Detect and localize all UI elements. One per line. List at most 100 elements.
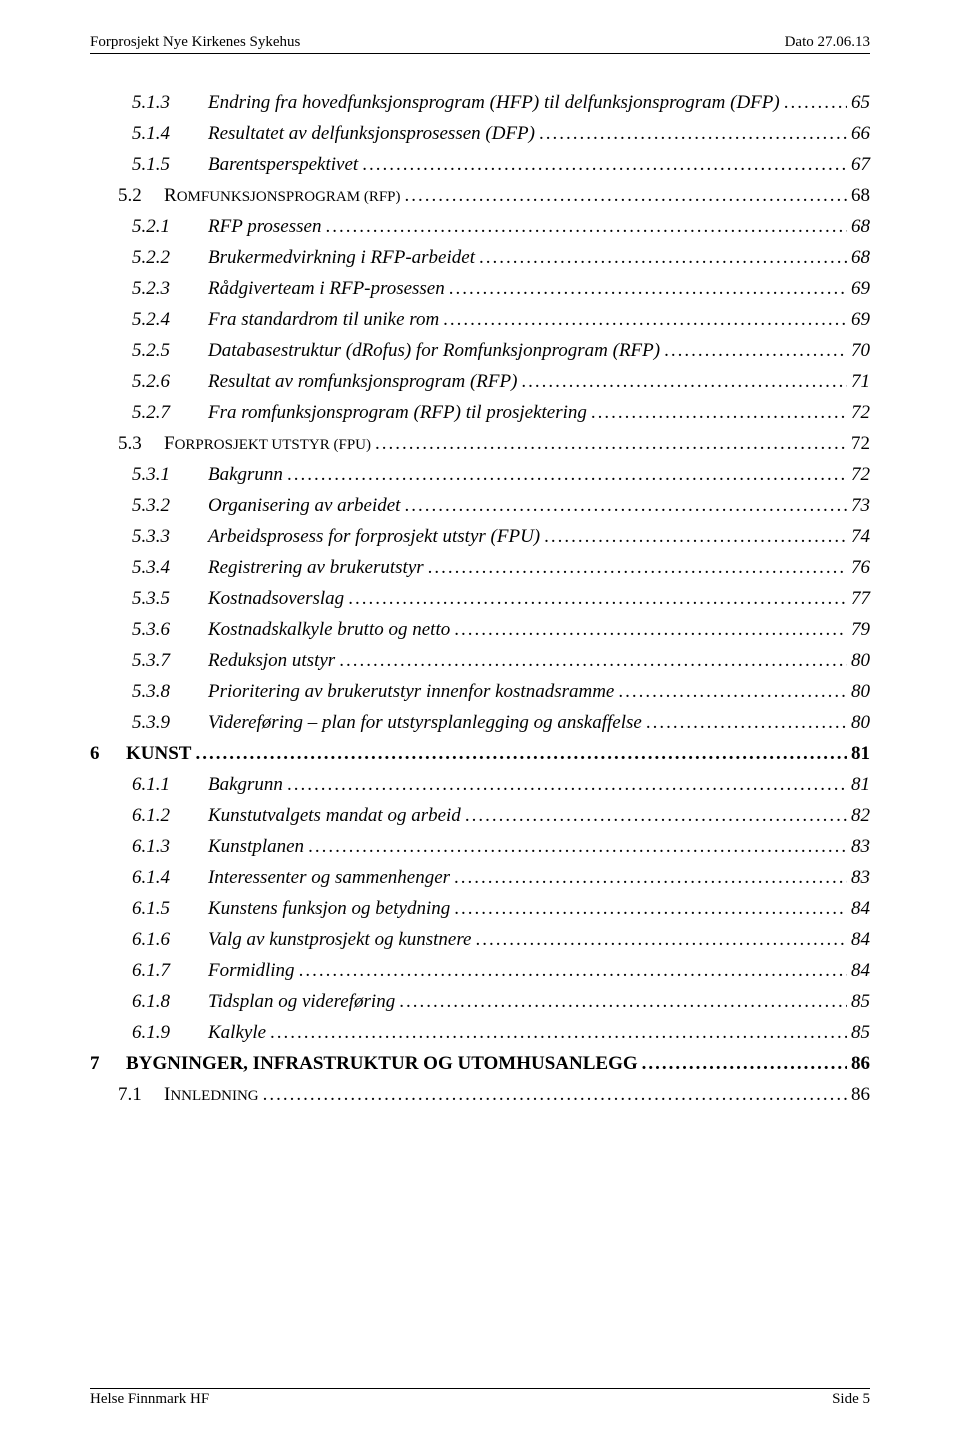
toc-entry: 5.3.1Bakgrunn72	[90, 464, 870, 486]
footer-left: Helse Finnmark HF	[90, 1391, 209, 1408]
toc-entry-number: 6.1.8	[132, 991, 188, 1013]
toc-entry: 7BYGNINGER, INFRASTRUKTUR OG UTOMHUSANLE…	[90, 1053, 870, 1075]
toc-entry: 5.3.9Videreføring – plan for utstyrsplan…	[90, 712, 870, 734]
toc-entry-title: Kunstutvalgets mandat og arbeid	[208, 805, 461, 827]
header-left: Forprosjekt Nye Kirkenes Sykehus	[90, 34, 300, 51]
toc-entry-page: 68	[851, 247, 870, 269]
toc-entry: 6.1.4Interessenter og sammenhenger83	[90, 867, 870, 889]
toc-entry-title: Formidling	[208, 960, 295, 982]
toc-entry: 6.1.1 Bakgrunn 81	[90, 774, 870, 796]
toc-entry-number: 6.1.9	[132, 1022, 188, 1044]
toc-entry: 7.1 INNLEDNING 86	[90, 1084, 870, 1106]
toc-entry: 5.3.2Organisering av arbeidet73	[90, 495, 870, 517]
toc-leader-dots	[287, 464, 847, 486]
toc-entry: 6.1.5Kunstens funksjon og betydning84	[90, 898, 870, 920]
toc-entry-number: 5.3.6	[132, 619, 188, 641]
toc-leader-dots	[539, 123, 847, 145]
toc-entry-title: Kunstens funksjon og betydning	[208, 898, 450, 920]
toc-entry-title: Valg av kunstprosjekt og kunstnere	[208, 929, 472, 951]
toc-entry-number: 6.1.3	[132, 836, 188, 858]
toc-leader-dots	[375, 433, 847, 455]
toc-leader-dots	[362, 154, 847, 176]
toc-leader-dots	[664, 340, 847, 362]
toc-entry-title: INNLEDNING	[164, 1084, 259, 1106]
toc-leader-dots	[618, 681, 847, 703]
toc-entry-title: Kostnadskalkyle brutto og netto	[208, 619, 450, 641]
toc-entry-page: 83	[851, 836, 870, 858]
toc-entry-title: ROMFUNKSJONSPROGRAM (RFP)	[164, 185, 401, 207]
toc-entry-title: Barentsperspektivet	[208, 154, 358, 176]
toc-entry-number: 6.1.6	[132, 929, 188, 951]
toc-entry: 6.1.9Kalkyle85	[90, 1022, 870, 1044]
toc-entry-page: 80	[851, 712, 870, 734]
toc-entry-page: 83	[851, 867, 870, 889]
toc-entry-number: 5.3.5	[132, 588, 188, 610]
toc-entry-title: Kostnadsoverslag	[208, 588, 344, 610]
toc-entry-page: 81	[851, 774, 870, 796]
toc-leader-dots	[454, 867, 847, 889]
toc-entry-title: Arbeidsprosess for forprosjekt utstyr (F…	[208, 526, 540, 548]
toc-entry: 5.2.1RFP prosessen68	[90, 216, 870, 238]
toc-entry: 5.2.5Databasestruktur (dRofus) for Romfu…	[90, 340, 870, 362]
toc-entry-title: Interessenter og sammenhenger	[208, 867, 450, 889]
toc-leader-dots	[195, 743, 847, 765]
toc-leader-dots	[325, 216, 847, 238]
document-page: Forprosjekt Nye Kirkenes Sykehus Dato 27…	[0, 0, 960, 1442]
toc-entry: 5.2.4Fra standardrom til unike rom69	[90, 309, 870, 331]
toc-entry-number: 5.1.4	[132, 123, 188, 145]
toc-entry-page: 76	[851, 557, 870, 579]
toc-entry-title: FORPROSJEKT UTSTYR (FPU)	[164, 433, 371, 455]
toc-leader-dots	[591, 402, 847, 424]
toc-leader-dots	[642, 1053, 847, 1075]
toc-entry-title: KUNST	[126, 743, 191, 765]
toc-entry-page: 84	[851, 960, 870, 982]
toc-entry-page: 86	[851, 1053, 870, 1075]
toc-entry-page: 77	[851, 588, 870, 610]
toc-entry: 5.2.3Rådgiverteam i RFP-prosessen69	[90, 278, 870, 300]
toc-entry-number: 5.3.3	[132, 526, 188, 548]
toc-entry-number: 5.3.7	[132, 650, 188, 672]
toc-entry-title: Rådgiverteam i RFP-prosessen	[208, 278, 445, 300]
toc-entry-page: 72	[851, 433, 870, 455]
toc-leader-dots	[339, 650, 847, 672]
toc-entry-title: Bakgrunn	[208, 774, 283, 796]
toc-leader-dots	[449, 278, 847, 300]
toc-entry: 5.3.3 Arbeidsprosess for forprosjekt utst…	[90, 526, 870, 548]
toc-entry: 5.2ROMFUNKSJONSPROGRAM (RFP)68	[90, 185, 870, 207]
toc-entry-number: 6.1.1	[132, 774, 188, 796]
toc-entry-page: 85	[851, 991, 870, 1013]
toc-entry-page: 86	[851, 1084, 870, 1106]
toc-entry: 6.1.2Kunstutvalgets mandat og arbeid82	[90, 805, 870, 827]
toc-leader-dots	[287, 774, 847, 796]
toc-entry: 5.3.5 Kostnadsoverslag 77	[90, 588, 870, 610]
toc-entry-title: Tidsplan og videreføring	[208, 991, 395, 1013]
toc-entry-page: 74	[851, 526, 870, 548]
toc-leader-dots	[479, 247, 847, 269]
toc-entry-number: 5.2.3	[132, 278, 188, 300]
toc-entry-number: 6.1.7	[132, 960, 188, 982]
toc-entry-title: Kunstplanen	[208, 836, 304, 858]
toc-entry-title: Brukermedvirkning i RFP-arbeidet	[208, 247, 475, 269]
toc-entry-page: 68	[851, 185, 870, 207]
toc-entry-page: 68	[851, 216, 870, 238]
footer-right: Side 5	[832, 1391, 870, 1408]
toc-entry-title: Fra standardrom til unike rom	[208, 309, 439, 331]
toc-leader-dots	[404, 495, 847, 517]
toc-entry-title: Registrering av brukerutstyr	[208, 557, 424, 579]
page-footer: Helse Finnmark HF Side 5	[90, 1388, 870, 1408]
toc-entry-page: 84	[851, 929, 870, 951]
toc-entry-title: Reduksjon utstyr	[208, 650, 335, 672]
toc-entry-number: 7.1	[118, 1084, 158, 1106]
toc-entry-number: 5.2.1	[132, 216, 188, 238]
toc-entry: 5.3.4Registrering av brukerutstyr76	[90, 557, 870, 579]
toc-entry-page: 80	[851, 650, 870, 672]
toc-entry-title: BYGNINGER, INFRASTRUKTUR OG UTOMHUSANLEG…	[126, 1053, 638, 1075]
toc-entry-page: 67	[851, 154, 870, 176]
toc-entry-page: 72	[851, 464, 870, 486]
toc-leader-dots	[428, 557, 847, 579]
toc-entry-page: 69	[851, 309, 870, 331]
toc-leader-dots	[299, 960, 847, 982]
toc-entry-number: 5.3.2	[132, 495, 188, 517]
toc-entry-title: Bakgrunn	[208, 464, 283, 486]
toc-entry: 5.2.6Resultat av romfunksjonsprogram (RF…	[90, 371, 870, 393]
